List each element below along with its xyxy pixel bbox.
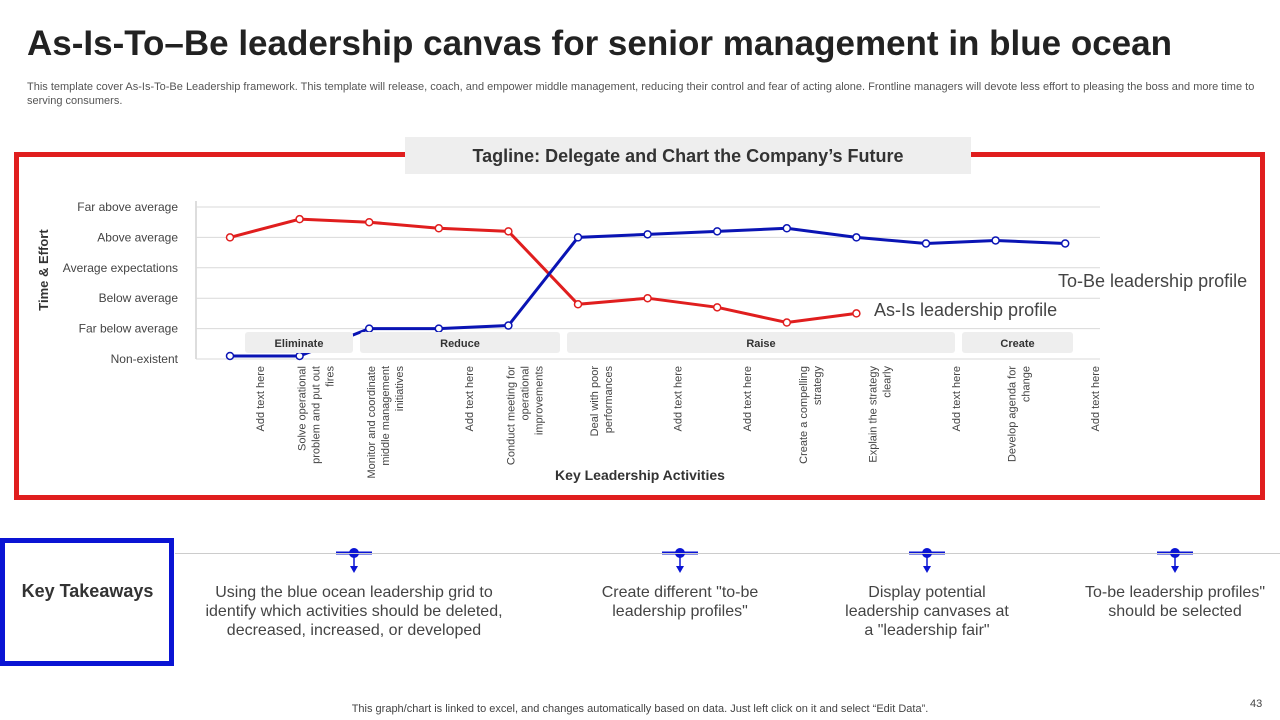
tagline: Tagline: Delegate and Chart the Company’… xyxy=(472,146,903,166)
data-point xyxy=(852,309,861,318)
phase-label: Raise xyxy=(746,338,775,350)
phase-label: Eliminate xyxy=(275,338,324,350)
chart-frame xyxy=(14,152,1265,500)
data-point xyxy=(364,217,374,227)
series-label: To-Be leadership profile xyxy=(1058,271,1247,291)
x-axis-label: Key Leadership Activities xyxy=(555,467,725,483)
data-point xyxy=(225,233,235,242)
page-number: 43 xyxy=(1250,698,1263,710)
x-tick-label-line: Add text here xyxy=(742,366,754,431)
series-line xyxy=(229,217,857,325)
tagline-box xyxy=(405,137,971,174)
x-tick-label: Develop agenda for change xyxy=(1007,366,1033,462)
data-point xyxy=(225,351,235,361)
data-point xyxy=(504,321,513,330)
footer-note: This graph/chart is linked to excel, and… xyxy=(351,703,929,715)
data-point xyxy=(573,300,583,309)
x-tick-label-line: Add text here xyxy=(951,366,963,431)
x-tick-label: Deal with poor performances xyxy=(589,366,615,437)
x-tick-label-line: operational xyxy=(519,366,531,420)
title: As-Is-To–Be leadership canvas for senior… xyxy=(27,24,1172,63)
timeline xyxy=(175,553,1280,554)
x-tick-label-line: problem and put out xyxy=(311,366,323,464)
data-point xyxy=(782,318,792,327)
x-tick-label-line: Explain the strategy xyxy=(867,366,879,463)
pin-arrow xyxy=(350,566,358,573)
x-tick-label-line: strategy xyxy=(812,366,824,406)
data-point xyxy=(504,227,513,236)
data-point xyxy=(712,303,722,312)
phase-box xyxy=(360,332,560,353)
description: This template cover As-Is-To-Be Leadersh… xyxy=(27,81,1255,107)
phase-box xyxy=(567,332,955,353)
x-tick-label-line: initiatives xyxy=(394,366,406,412)
y-tick-label: Non-existent xyxy=(111,352,179,366)
y-tick-label: Below average xyxy=(99,291,179,305)
y-tick-label: Far below average xyxy=(79,322,179,336)
data-point xyxy=(295,214,304,224)
takeaway-text: Create different "to-be leadership profi… xyxy=(601,584,759,620)
data-point xyxy=(573,233,583,242)
phase-label: Create xyxy=(1000,338,1034,350)
data-point xyxy=(852,233,861,242)
data-point xyxy=(782,224,792,233)
pin-arrow xyxy=(676,566,684,573)
x-tick-label: Add text here xyxy=(1090,366,1102,431)
x-tick-label-line: Add text here xyxy=(464,366,476,431)
y-axis-label: Time & Effort xyxy=(36,229,51,311)
x-tick-label: Add text here xyxy=(742,366,754,431)
x-tick-label-line: clearly xyxy=(881,366,893,398)
pin-arrow xyxy=(923,566,931,573)
data-point xyxy=(434,324,444,333)
x-tick-label: Add text here xyxy=(464,366,476,431)
data-point xyxy=(1060,239,1070,248)
takeaway-text: Display potential leadership canvases at… xyxy=(845,584,1009,639)
x-tick-label: Add text here xyxy=(673,366,685,431)
data-point xyxy=(364,324,374,333)
x-tick-label-line: Develop agenda for xyxy=(1007,366,1019,462)
x-tick-label: Add text here xyxy=(255,366,267,431)
phase-box xyxy=(962,332,1073,353)
x-tick-label-line: Solve operational xyxy=(297,366,309,451)
data-point xyxy=(434,224,444,233)
data-point xyxy=(712,227,722,236)
data-point xyxy=(643,293,652,303)
x-tick-label-line: Add text here xyxy=(255,366,267,431)
data-point xyxy=(295,351,304,361)
x-tick-label-line: Monitor and coordinate xyxy=(366,366,378,479)
phase-label: Reduce xyxy=(440,338,480,350)
x-tick-label-line: performances xyxy=(603,366,615,434)
takeaways-box xyxy=(0,538,174,666)
pin-arrow xyxy=(1171,566,1179,573)
x-tick-label: Add text here xyxy=(951,366,963,431)
y-tick-label: Above average xyxy=(97,230,178,244)
data-point xyxy=(991,236,1000,245)
phase-box xyxy=(245,332,353,353)
series-label: As-Is leadership profile xyxy=(874,300,1057,320)
x-tick-label-line: change xyxy=(1021,366,1033,402)
data-point xyxy=(921,239,931,248)
x-tick-label-line: middle management xyxy=(380,366,392,466)
x-tick-label: Explain the strategy clearly xyxy=(867,366,893,463)
x-tick-label: Create a compelling strategy xyxy=(798,366,824,464)
x-tick-label: Monitor and coordinate middle management i… xyxy=(366,366,406,479)
x-tick-label-line: improvements xyxy=(533,366,545,436)
x-tick-label-line: Create a compelling xyxy=(798,366,810,464)
takeaway-text: To-be leadership profiles" should be sel… xyxy=(1085,584,1265,620)
x-tick-label-line: fires xyxy=(325,366,337,387)
x-tick-label: Conduct meeting for operational improvemen… xyxy=(505,366,545,466)
x-tick-label-line: Add text here xyxy=(673,366,685,431)
x-tick-label-line: Deal with poor xyxy=(589,366,601,437)
takeaway-text: Using the blue ocean leadership grid to … xyxy=(205,584,503,639)
data-point xyxy=(643,230,652,239)
x-tick-label: Solve operational problem and put out fire… xyxy=(297,366,337,464)
x-tick-label-line: Conduct meeting for xyxy=(505,366,517,465)
takeaways-title: Key Takeaways xyxy=(21,581,154,601)
y-tick-label: Average expectations xyxy=(63,261,178,275)
x-tick-label-line: Add text here xyxy=(1090,366,1102,431)
y-tick-label: Far above average xyxy=(77,200,178,214)
